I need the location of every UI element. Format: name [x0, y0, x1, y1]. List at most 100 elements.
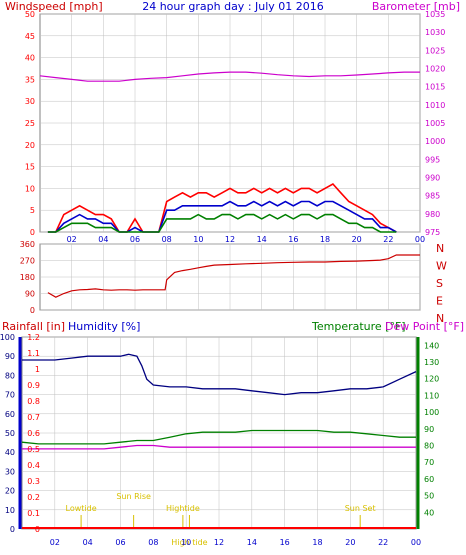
wind-left-tick: 5 — [30, 206, 35, 215]
compass-label: W — [436, 260, 447, 273]
temperature-tick: 80 — [424, 442, 434, 451]
barometer-label: Barometer [mb] — [372, 0, 460, 13]
graph-title: 24 hour graph day : July 01 2016 — [142, 0, 324, 13]
direction-line — [47, 254, 420, 298]
temp-x-tick: 22 — [378, 538, 388, 547]
direction-left-tick: 0 — [30, 306, 35, 315]
humidity-tick: 90 — [5, 352, 15, 361]
humidity-tick: 20 — [5, 487, 15, 496]
wind-x-tick: 00 — [415, 235, 425, 244]
wind-x-tick: 04 — [98, 235, 108, 244]
rain-tick: 0 — [35, 525, 40, 534]
barometer-right-tick: 1030 — [425, 28, 445, 37]
barometer-right-tick: 980 — [425, 210, 440, 219]
temperature-tick: 70 — [424, 458, 434, 467]
humidity-tick: 100 — [0, 333, 15, 342]
temperature-tick: 40 — [424, 508, 434, 517]
rain-tick: 0.6 — [27, 429, 40, 438]
wind-x-tick: 22 — [383, 235, 393, 244]
direction-panel-grid — [40, 243, 421, 311]
tidal-label: Hightide — [166, 504, 200, 513]
wind-panel-ticks: 0510152025303540455097598098599099510001… — [25, 10, 446, 244]
rain-tick: 0.9 — [27, 381, 40, 390]
wind-series-line-0 — [47, 182, 397, 233]
temperature-tick: 50 — [424, 492, 434, 501]
temperature-tick: 100 — [424, 408, 439, 417]
tidal-markers: Lowtide Sun Rise Hightide High tide Sun Set — [66, 492, 376, 547]
temperature-line — [21, 429, 416, 445]
windspeed-label: Windspeed [mph] — [5, 0, 103, 13]
barometer-right-tick: 1015 — [425, 83, 445, 92]
wind-x-tick: 06 — [130, 235, 140, 244]
wind-series-line-1 — [47, 200, 397, 233]
tidal-label: High tide — [171, 538, 207, 547]
wind-left-tick: 30 — [25, 97, 35, 106]
tidal-label: Sun Set — [345, 504, 376, 513]
wind-x-tick: 10 — [193, 235, 203, 244]
rain-tick: 1 — [35, 365, 40, 374]
direction-left-tick: 270 — [20, 257, 35, 266]
direction-left-tick: 180 — [20, 273, 35, 282]
humidity-line — [22, 353, 417, 396]
wind-panel-series — [39, 71, 420, 233]
temperature-tick: 110 — [424, 391, 439, 400]
humidity-tick: 50 — [5, 429, 15, 438]
compass-label: E — [436, 295, 443, 308]
wind-left-tick: 0 — [30, 228, 35, 237]
temp-x-tick: 02 — [50, 538, 60, 547]
wind-x-tick: 08 — [162, 235, 172, 244]
rain-tick: 1.2 — [27, 333, 40, 342]
rain-tick: 1.1 — [27, 349, 40, 358]
wind-x-tick: 20 — [352, 235, 362, 244]
wind-left-tick: 20 — [25, 141, 35, 150]
barometer-right-tick: 1005 — [425, 119, 445, 128]
wind-x-tick: 02 — [67, 235, 77, 244]
humidity-tick: 40 — [5, 448, 15, 457]
wind-x-tick: 12 — [225, 235, 235, 244]
humidity-tick: 80 — [5, 371, 15, 380]
temp-x-tick: 16 — [280, 538, 290, 547]
compass-label: S — [436, 277, 443, 290]
barometer-right-tick: 1010 — [425, 101, 445, 110]
temp-x-tick: 18 — [312, 538, 322, 547]
humidity-tick: 60 — [5, 410, 15, 419]
humidity-tick: 70 — [5, 391, 15, 400]
rain-tick: 0.3 — [27, 477, 40, 486]
dewpoint-label: Dew Point [°F] — [385, 320, 464, 333]
rain-tick: 0.7 — [27, 413, 40, 422]
wind-left-tick: 50 — [25, 10, 35, 19]
wind-x-tick: 14 — [257, 235, 267, 244]
barometer-right-tick: 1020 — [425, 65, 445, 74]
temperature-tick: 120 — [424, 375, 439, 384]
tidal-label: Lowtide — [66, 504, 97, 513]
wind-left-tick: 35 — [25, 75, 35, 84]
humidity-label: Humidity [%] — [68, 320, 140, 333]
temp-panel-ticks: 010203040506070809010000.10.20.30.40.50.… — [0, 333, 439, 547]
compass-label: N — [436, 242, 444, 255]
wind-panel-grid — [40, 13, 421, 233]
compass-label: N — [436, 312, 444, 325]
tidal-label: Sun Rise — [116, 492, 151, 501]
wind-left-tick: 45 — [25, 32, 35, 41]
temperature-tick: 90 — [424, 425, 434, 434]
rain-tick: 0.2 — [27, 493, 40, 502]
direction-left-tick: 360 — [20, 240, 35, 249]
temperature-label: Temperature [°F] — [311, 320, 406, 333]
humidity-tick: 30 — [5, 467, 15, 476]
barometer-right-tick: 985 — [425, 192, 440, 201]
humidity-tick: 10 — [5, 506, 15, 515]
wind-left-tick: 10 — [25, 184, 35, 193]
rain-tick: 0.4 — [27, 461, 40, 470]
barometer-line — [39, 71, 420, 82]
temp-x-tick: 08 — [148, 538, 158, 547]
wind-x-tick: 18 — [320, 235, 330, 244]
temp-x-tick: 20 — [345, 538, 355, 547]
rain-tick: 0.1 — [27, 509, 40, 518]
temp-x-tick: 00 — [411, 538, 421, 547]
barometer-right-tick: 990 — [425, 174, 440, 183]
rain-tick: 0.5 — [27, 445, 40, 454]
direction-left-tick: 90 — [25, 290, 35, 299]
